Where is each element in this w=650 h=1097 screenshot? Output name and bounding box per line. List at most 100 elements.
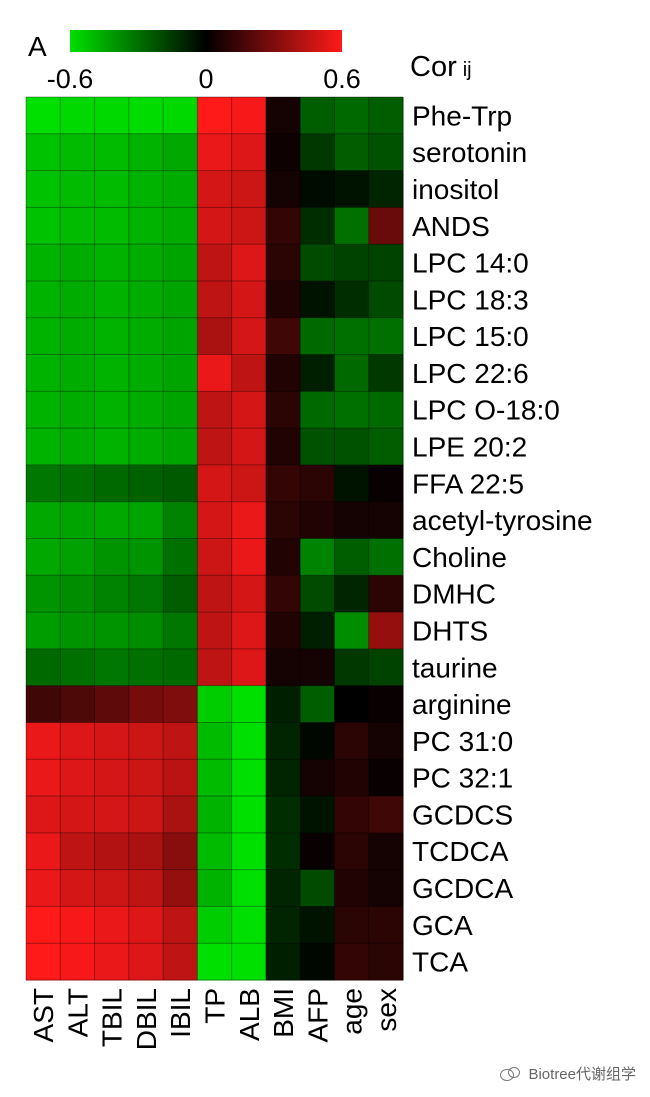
- heatmap-cell: [163, 796, 198, 834]
- heatmap-cell: [26, 832, 61, 871]
- heatmap-cell: [197, 943, 233, 981]
- heatmap-cell: [368, 722, 404, 760]
- heatmap-cell: [163, 354, 198, 392]
- heatmap-cell: [26, 133, 61, 172]
- panel-label: A: [28, 31, 47, 62]
- heatmap-cell: [265, 244, 301, 282]
- watermark: Biotree代谢组学: [500, 1063, 636, 1084]
- heatmap-cell: [300, 170, 335, 208]
- heatmap-cell: [94, 869, 130, 907]
- heatmap-cell: [231, 906, 267, 944]
- heatmap-cell: [26, 722, 61, 760]
- heatmap-cell: [163, 317, 198, 356]
- heatmap-cell: [94, 280, 130, 319]
- heatmap-cell: [368, 207, 404, 245]
- heatmap-cell: [300, 464, 335, 503]
- heatmap-cell: [26, 906, 61, 944]
- heatmap-cell: [368, 170, 404, 208]
- heatmap-cell: [128, 244, 164, 282]
- heatmap-cell: [231, 207, 267, 245]
- heatmap-cell: [60, 317, 96, 356]
- heatmap-cell: [334, 685, 370, 723]
- heatmap-cell: [60, 832, 96, 871]
- heatmap-cell: [231, 575, 267, 613]
- heatmap-cell: [128, 832, 164, 871]
- row-label: LPE 20:2: [412, 432, 527, 463]
- heatmap-cell: [300, 317, 335, 356]
- heatmap-cell: [197, 464, 233, 503]
- heatmap-cell: [300, 648, 335, 687]
- heatmap-cell: [334, 796, 370, 834]
- heatmap-cells: [26, 97, 404, 981]
- heatmap-cell: [300, 943, 335, 981]
- heatmap-cell: [94, 796, 130, 834]
- heatmap-cell: [26, 170, 61, 208]
- heatmap-cell: [300, 207, 335, 245]
- heatmap-cell: [197, 207, 233, 245]
- legend-tick-label: 0: [198, 64, 213, 94]
- heatmap-cell: [300, 97, 335, 135]
- heatmap-cell: [94, 391, 130, 429]
- row-label: LPC 18:3: [412, 284, 529, 315]
- heatmap-cell: [26, 538, 61, 576]
- heatmap-cell: [163, 280, 198, 319]
- heatmap-cell: [231, 391, 267, 429]
- heatmap-cell: [197, 97, 233, 135]
- heatmap-cell: [94, 244, 130, 282]
- heatmap-cell: [163, 722, 198, 760]
- column-label: AST: [28, 988, 59, 1042]
- column-label: sex: [371, 988, 402, 1032]
- heatmap-cell: [265, 464, 301, 503]
- heatmap-cell: [94, 97, 130, 135]
- heatmap-cell: [94, 538, 130, 576]
- heatmap-cell: [334, 612, 370, 650]
- row-label: acetyl-tyrosine: [412, 505, 593, 536]
- heatmap-cell: [334, 759, 370, 797]
- heatmap-cell: [368, 280, 404, 319]
- column-label: ALT: [62, 988, 93, 1037]
- heatmap-cell: [128, 354, 164, 392]
- heatmap-cell: [265, 133, 301, 172]
- heatmap-cell: [197, 354, 233, 392]
- heatmap-cell: [231, 501, 267, 539]
- row-label: TCDCA: [412, 836, 509, 867]
- heatmap-cell: [26, 501, 61, 539]
- heatmap-cell: [94, 832, 130, 871]
- heatmap-cell: [368, 244, 404, 282]
- heatmap-cell: [265, 317, 301, 356]
- heatmap-cell: [128, 170, 164, 208]
- heatmap-cell: [60, 796, 96, 834]
- heatmap-cell: [368, 428, 404, 466]
- heatmap-cell: [197, 501, 233, 539]
- heatmap-cell: [60, 575, 96, 613]
- heatmap-cell: [163, 832, 198, 871]
- heatmap-cell: [300, 759, 335, 797]
- heatmap-cell: [300, 575, 335, 613]
- heatmap-cell: [163, 97, 198, 135]
- heatmap-cell: [60, 464, 96, 503]
- row-label: DHTS: [412, 615, 488, 646]
- heatmap-cell: [163, 685, 198, 723]
- heatmap-cell: [128, 906, 164, 944]
- heatmap-cell: [231, 170, 267, 208]
- heatmap-cell: [300, 133, 335, 172]
- heatmap-cell: [94, 354, 130, 392]
- heatmap-cell: [128, 943, 164, 981]
- heatmap-cell: [128, 648, 164, 687]
- color-legend-bar: [70, 30, 342, 52]
- heatmap-cell: [334, 207, 370, 245]
- heatmap-cell: [60, 943, 96, 981]
- heatmap-cell: [300, 832, 335, 871]
- column-label: age: [337, 988, 368, 1035]
- heatmap-cell: [26, 943, 61, 981]
- heatmap-cell: [26, 869, 61, 907]
- heatmap-cell: [94, 648, 130, 687]
- heatmap-cell: [128, 612, 164, 650]
- heatmap-cell: [94, 685, 130, 723]
- row-label: ANDS: [412, 211, 490, 242]
- heatmap-cell: [60, 133, 96, 172]
- heatmap-cell: [300, 501, 335, 539]
- heatmap-cell: [128, 501, 164, 539]
- heatmap-cell: [265, 685, 301, 723]
- heatmap-cell: [197, 722, 233, 760]
